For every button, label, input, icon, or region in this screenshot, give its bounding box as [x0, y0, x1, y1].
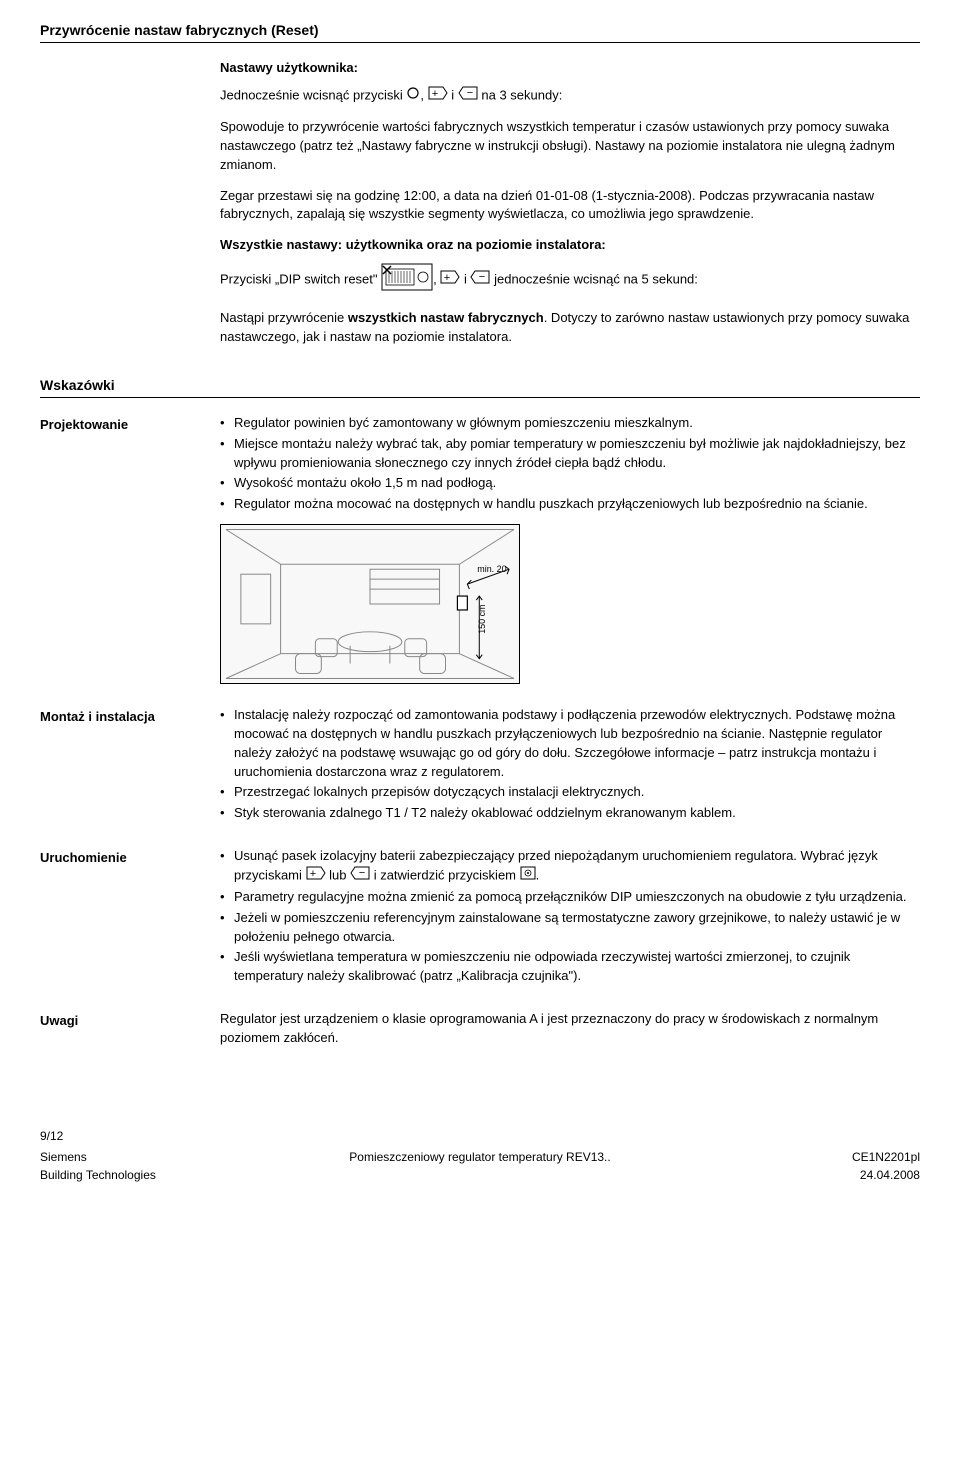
plus-button-icon: +	[428, 86, 448, 106]
reset-p5: Nastąpi przywrócenie wszystkich nastaw f…	[220, 309, 920, 347]
reset-content: Nastawy użytkownika: Jednocześnie wcisną…	[220, 59, 920, 346]
list-item: Miejsce montażu należy wybrać tak, aby p…	[220, 435, 920, 473]
footer-division: Building Technologies	[40, 1167, 330, 1184]
plus-button-icon: +	[306, 866, 326, 886]
page-number: 9/12	[40, 1128, 920, 1145]
row-uruchomienie: Uruchomienie Usunąć pasek izolacyjny bat…	[40, 847, 920, 988]
reset-p3: Zegar przestawi się na godzinę 12:00, a …	[220, 187, 920, 225]
row-projektowanie: Projektowanie Regulator powinien być zam…	[40, 414, 920, 684]
minus-button-icon: −	[458, 86, 478, 106]
text: i	[460, 271, 470, 286]
content-projektowanie: Regulator powinien być zamontowany w głó…	[220, 414, 920, 684]
text: i	[448, 88, 458, 103]
reset-p4: Przyciski „DIP switch reset" , + i −	[220, 263, 920, 297]
text: i zatwierdzić przyciskiem	[370, 867, 520, 882]
footer-right: CE1N2201pl 24.04.2008	[630, 1149, 920, 1184]
uruchomienie-list: Usunąć pasek izolacyjny baterii zabezpie…	[220, 847, 920, 986]
row-uwagi: Uwagi Regulator jest urządzeniem o klasi…	[40, 1010, 920, 1048]
row-montaz: Montaż i instalacja Instalację należy ro…	[40, 706, 920, 825]
list-item: Regulator można mocować na dostępnych w …	[220, 495, 920, 514]
list-item: Styk sterowania zdalnego T1 / T2 należy …	[220, 804, 920, 823]
svg-text:−: −	[467, 87, 473, 99]
content-montaz: Instalację należy rozpocząć od zamontowa…	[220, 706, 920, 825]
list-item: Regulator powinien być zamontowany w głó…	[220, 414, 920, 433]
text: Przyciski „DIP switch reset"	[220, 271, 381, 286]
reset-p1: Jednocześnie wcisnąć przyciski , + i − n…	[220, 86, 920, 106]
subtitle-all-settings: Wszystkie nastawy: użytkownika oraz na p…	[220, 236, 920, 255]
list-item: Instalację należy rozpocząć od zamontowa…	[220, 706, 920, 781]
svg-text:+: +	[431, 88, 437, 100]
subtitle-user-settings: Nastawy użytkownika:	[220, 59, 920, 78]
minus-button-icon: −	[470, 270, 490, 290]
footer-date: 24.04.2008	[630, 1167, 920, 1184]
list-item: Przestrzegać lokalnych przepisów dotyczą…	[220, 783, 920, 802]
svg-text:+: +	[444, 272, 450, 284]
list-item: Parametry regulacyjne można zmienić za p…	[220, 888, 920, 907]
circle-icon	[406, 86, 420, 106]
text: ,	[433, 271, 440, 286]
label-min20: min. 20	[477, 564, 506, 574]
content-uwagi: Regulator jest urządzeniem o klasie opro…	[220, 1010, 920, 1048]
svg-text:−: −	[359, 867, 365, 879]
list-item: Jeśli wyświetlana temperatura w pomieszc…	[220, 948, 920, 986]
minus-button-icon: −	[350, 866, 370, 886]
list-item: Wysokość montażu około 1,5 m nad podłogą…	[220, 474, 920, 493]
svg-text:−: −	[479, 271, 485, 283]
room-illustration: 150 cm min. 20	[220, 524, 520, 684]
dip-switch-icon	[381, 263, 433, 297]
text: Jednocześnie wcisnąć przyciski	[220, 88, 406, 103]
list-item: Usunąć pasek izolacyjny baterii zabezpie…	[220, 847, 920, 886]
footer-company: Siemens	[40, 1149, 330, 1166]
label-uwagi: Uwagi	[40, 1010, 220, 1031]
text: Nastąpi przywrócenie wszystkich nastaw f…	[220, 310, 909, 344]
content-uruchomienie: Usunąć pasek izolacyjny baterii zabezpie…	[220, 847, 920, 988]
footer-center: Pomieszczeniowy regulator temperatury RE…	[335, 1149, 625, 1184]
text: .	[536, 867, 540, 882]
montaz-list: Instalację należy rozpocząć od zamontowa…	[220, 706, 920, 823]
plus-button-icon: +	[440, 270, 460, 290]
footer-docnum: CE1N2201pl	[630, 1149, 920, 1166]
gear-button-icon	[520, 866, 536, 886]
label-urucha-uruchomienie: Uruchomienie	[40, 847, 220, 868]
reset-p2: Spowoduje to przywrócenie wartości fabry…	[220, 118, 920, 175]
page-footer: 9/12 Siemens Building Technologies Pomie…	[40, 1128, 920, 1184]
label-projektowanie: Projektowanie	[40, 414, 220, 435]
text: ,	[420, 88, 427, 103]
list-item: Jeżeli w pomieszczeniu referencyjnym zai…	[220, 909, 920, 947]
section-title-reset: Przywrócenie nastaw fabrycznych (Reset)	[40, 20, 920, 43]
text: na 3 sekundy:	[478, 88, 563, 103]
svg-text:+: +	[309, 868, 315, 880]
section-title-hints: Wskazówki	[40, 375, 920, 398]
label-montaz: Montaż i instalacja	[40, 706, 220, 727]
projektowanie-list: Regulator powinien być zamontowany w głó…	[220, 414, 920, 514]
text: lub	[326, 867, 351, 882]
footer-left: Siemens Building Technologies	[40, 1149, 330, 1184]
text: jednocześnie wcisnąć na 5 sekund:	[490, 271, 697, 286]
label-150cm: 150 cm	[477, 605, 487, 634]
